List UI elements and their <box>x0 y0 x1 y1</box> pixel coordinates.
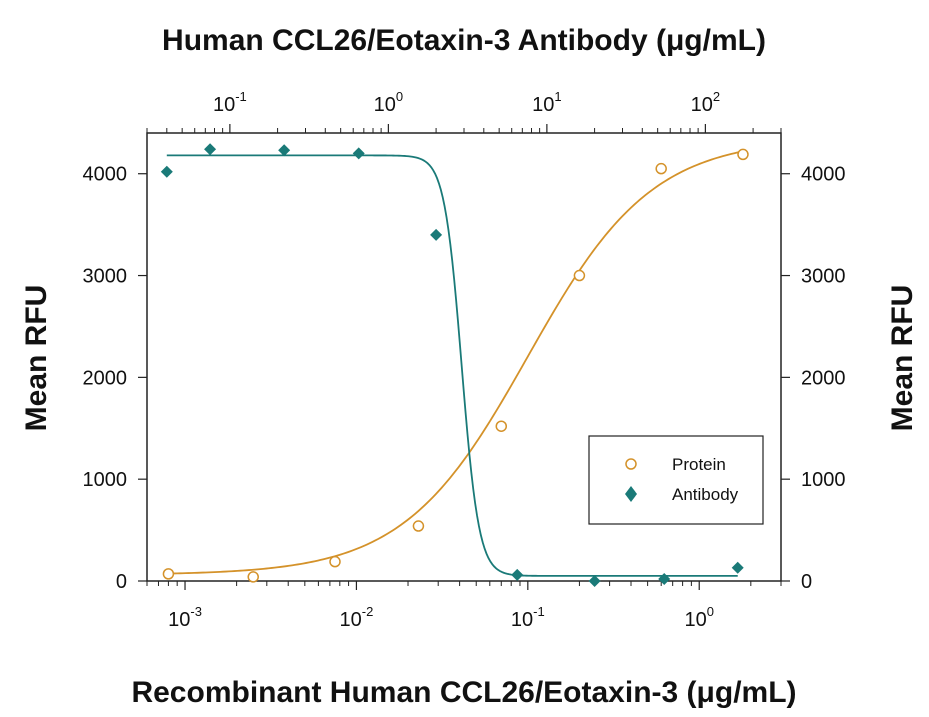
antibody-point <box>658 572 671 585</box>
y-tick-label-right: 1000 <box>801 469 846 491</box>
x-tick-label: 10-3 <box>168 604 202 631</box>
y-tick-label-left: 2000 <box>83 367 128 389</box>
antibody-point <box>511 568 524 581</box>
y-tick-label-left: 1000 <box>83 469 128 491</box>
legend-box <box>588 435 764 525</box>
ticks-layer: 10-3 10-2 10-1 100 10-1 100 101 102 0 0 1000 1000 20… <box>83 89 846 631</box>
protein-fit-curve <box>168 150 744 575</box>
protein-point <box>329 555 341 568</box>
x-tick-label: 100 <box>684 604 713 631</box>
y-tick-label-left: 4000 <box>83 164 128 186</box>
top-x-tick-label: 101 <box>532 89 561 116</box>
antibody-point <box>352 147 365 160</box>
top-x-tick-label: 10-1 <box>213 89 247 116</box>
y-tick-label-right: 4000 <box>801 164 846 186</box>
protein-point <box>247 571 259 583</box>
legend: Protein Antibody <box>588 435 764 525</box>
protein-point <box>162 568 175 580</box>
protein-point <box>655 162 667 175</box>
y-axis-label-left: Mean RFU <box>20 285 53 432</box>
antibody-point <box>204 143 217 156</box>
y-tick-label-left: 0 <box>116 571 127 593</box>
antibody-point <box>430 228 443 241</box>
chart-title: Human CCL26/Eotaxin-3 Antibody (μg/mL) <box>162 24 766 57</box>
legend-marker-protein <box>625 458 637 470</box>
protein-point <box>737 148 749 161</box>
protein-point <box>495 420 508 432</box>
antibody-point <box>588 575 601 587</box>
y-tick-label-left: 3000 <box>83 266 128 288</box>
top-x-tick-label: 102 <box>691 89 720 116</box>
antibody-point <box>160 165 173 178</box>
protein-point <box>412 520 425 532</box>
top-x-tick-label: 100 <box>374 89 403 116</box>
antibody-fit-curve <box>166 154 738 577</box>
fit-curves <box>166 150 744 577</box>
y-tick-label-right: 0 <box>801 571 812 593</box>
antibody-point <box>731 561 744 574</box>
protein-point <box>573 269 586 282</box>
legend-marker-antibody <box>625 486 637 502</box>
y-tick-label-right: 3000 <box>801 266 846 288</box>
legend-label-protein: Protein <box>672 455 726 474</box>
data-points <box>160 143 749 587</box>
x-tick-label: 10-1 <box>511 604 545 631</box>
antibody-point <box>278 144 291 157</box>
x-axis-label: Recombinant Human CCL26/Eotaxin-3 (μg/mL… <box>131 676 796 709</box>
y-axis-label-right: Mean RFU <box>886 285 919 432</box>
x-tick-label: 10-2 <box>340 604 374 631</box>
legend-label-antibody: Antibody <box>672 485 739 504</box>
y-tick-label-right: 2000 <box>801 367 846 389</box>
